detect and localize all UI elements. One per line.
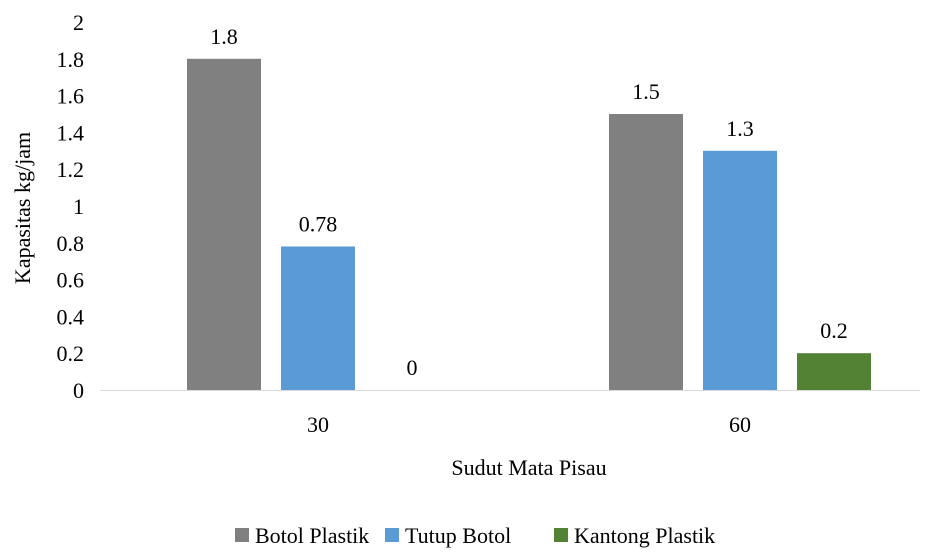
x-tick-label: 30 [307,412,329,437]
bar [797,353,871,390]
data-label: 0.78 [299,211,338,236]
x-tick-label: 60 [729,412,751,437]
data-label: 0 [407,355,418,380]
y-tick-label: 1.8 [57,47,85,72]
data-label: 1.5 [632,79,660,104]
y-tick-label: 0.2 [57,341,85,366]
bar [281,246,355,390]
legend-label: Tutup Botol [405,523,511,548]
y-axis-title: Kapasitas kg/jam [10,132,35,284]
bar [703,150,777,390]
x-axis-ticks: 30 60 [307,412,751,437]
data-label: 1.3 [726,116,754,141]
y-tick-label: 1.4 [57,120,85,145]
legend-swatch [385,528,399,542]
y-tick-label: 0.6 [57,268,85,293]
y-tick-label: 1.2 [57,157,85,182]
x-axis-title: Sudut Mata Pisau [451,455,606,480]
legend-label: Kantong Plastik [574,523,715,548]
y-tick-label: 1 [73,194,84,219]
legend: Botol Plastik Tutup Botol Kantong Plastik [235,523,715,548]
data-label: 1.8 [210,24,238,49]
y-tick-label: 2 [73,10,84,35]
bars [187,58,871,391]
data-label: 0.2 [820,318,848,343]
legend-swatch [235,528,249,542]
y-tick-label: 0.8 [57,231,85,256]
y-tick-label: 1.6 [57,84,85,109]
y-axis-ticks: 0 0.2 0.4 0.6 0.8 1 1.2 1.4 1.6 1.8 2 [57,10,85,403]
bar [609,114,683,390]
y-tick-label: 0 [73,378,84,403]
data-labels: 1.8 0.78 0 1.5 1.3 0.2 [210,24,848,380]
bar [187,58,261,391]
legend-swatch [554,528,568,542]
legend-label: Botol Plastik [255,523,369,548]
y-tick-label: 0.4 [57,304,85,329]
